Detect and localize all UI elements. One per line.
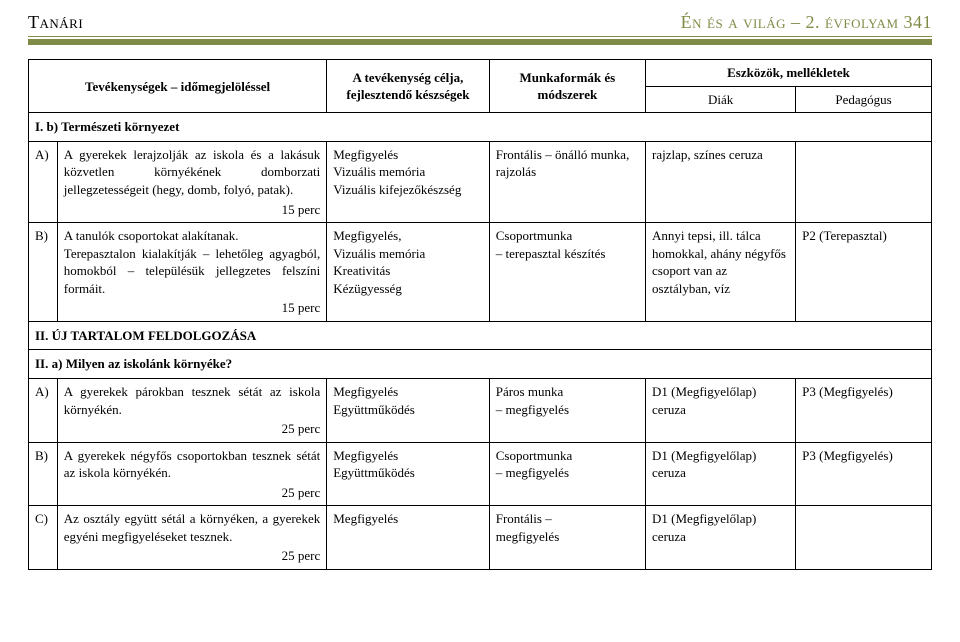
activity-cell: A gyerekek lerajzolják az iskola és a la… <box>57 141 326 222</box>
work-cell: Páros munka – megfigyelés <box>489 378 645 442</box>
col-tools: Eszközök, mellékletek <box>646 60 932 87</box>
section-title: II. ÚJ TARTALOM FELDOLGOZÁSA <box>29 321 932 350</box>
header-right: Én és a világ – 2. évfolyam 341 <box>681 10 932 34</box>
work-cell: Frontális – önálló munka, rajzolás <box>489 141 645 222</box>
activity-text: Az osztály együtt sétál a környéken, a g… <box>64 511 320 544</box>
activity-cell: A gyerekek párokban tesznek sétát az isk… <box>57 378 326 442</box>
header-left: Tanári <box>28 10 83 34</box>
row-label: A) <box>29 378 58 442</box>
activity-cell: A tanulók csoportokat alakítanak. Terepa… <box>57 223 326 322</box>
pedagogus-cell <box>796 141 932 222</box>
table-row: C) Az osztály együtt sétál a környéken, … <box>29 506 932 570</box>
col-goals: A tevékenység célja, fejlesztendő készsé… <box>327 60 489 113</box>
diak-cell: Annyi tepsi, ill. tálca homokkal, ahány … <box>646 223 796 322</box>
page-header: Tanári Én és a világ – 2. évfolyam 341 <box>0 0 960 36</box>
section-title: II. a) Milyen az iskolánk környéke? <box>29 350 932 379</box>
activity-cell: A gyerekek négyfős csoportokban tesznek … <box>57 442 326 506</box>
col-workforms: Munkaformák és módszerek <box>489 60 645 113</box>
work-cell: Csoportmunka – terepasztal készítés <box>489 223 645 322</box>
activity-text: A gyerekek lerajzolják az iskola és a la… <box>64 147 320 197</box>
goals-cell: Megfigyelés Együttműködés <box>327 378 489 442</box>
activity-text: A gyerekek négyfős csoportokban tesznek … <box>64 448 320 481</box>
lesson-plan-table: Tevékenységek – időmegjelöléssel A tevék… <box>28 59 932 570</box>
diak-cell: rajzlap, színes ceruza <box>646 141 796 222</box>
header-rules <box>0 36 960 45</box>
activity-time: 25 perc <box>64 547 320 565</box>
activity-text-b: Terepasztalon kialakítják – lehetőleg ag… <box>64 246 320 296</box>
table-row: A) A gyerekek lerajzolják az iskola és a… <box>29 141 932 222</box>
table-row: A) A gyerekek párokban tesznek sétát az … <box>29 378 932 442</box>
row-label: C) <box>29 506 58 570</box>
col-pedagogus: Pedagógus <box>796 86 932 113</box>
diak-cell: D1 (Megfigyelőlap) ceruza <box>646 506 796 570</box>
pedagogus-cell: P3 (Megfigyelés) <box>796 442 932 506</box>
pedagogus-cell <box>796 506 932 570</box>
goals-cell: Megfigyelés Együttműködés <box>327 442 489 506</box>
activity-time: 15 perc <box>64 201 320 219</box>
activity-text-a: A tanulók csoportokat alakítanak. <box>64 228 239 243</box>
activity-time: 25 perc <box>64 484 320 502</box>
page-number: 341 <box>904 12 933 32</box>
diak-cell: D1 (Megfigyelőlap) ceruza <box>646 378 796 442</box>
activity-time: 25 perc <box>64 420 320 438</box>
row-label: A) <box>29 141 58 222</box>
activity-cell: Az osztály együtt sétál a környéken, a g… <box>57 506 326 570</box>
pedagogus-cell: P2 (Terepasztal) <box>796 223 932 322</box>
section-row: II. ÚJ TARTALOM FELDOLGOZÁSA <box>29 321 932 350</box>
table-row: B) A gyerekek négyfős csoportokban teszn… <box>29 442 932 506</box>
goals-cell: Megfigyelés, Vizuális memória Kreativitá… <box>327 223 489 322</box>
row-label: B) <box>29 442 58 506</box>
section-title: I. b) Természeti környezet <box>29 113 932 142</box>
diak-cell: D1 (Megfigyelőlap) ceruza <box>646 442 796 506</box>
header-title: Én és a világ – 2. évfolyam <box>681 12 899 32</box>
table-row: B) A tanulók csoportokat alakítanak. Ter… <box>29 223 932 322</box>
activity-text: A gyerekek párokban tesznek sétát az isk… <box>64 384 320 417</box>
work-cell: Frontális – megfigyelés <box>489 506 645 570</box>
col-activities: Tevékenységek – időmegjelöléssel <box>29 60 327 113</box>
work-cell: Csoportmunka – megfigyelés <box>489 442 645 506</box>
row-label: B) <box>29 223 58 322</box>
activity-time: 15 perc <box>64 299 320 317</box>
goals-cell: Megfigyelés <box>327 506 489 570</box>
section-row: I. b) Természeti környezet <box>29 113 932 142</box>
col-diak: Diák <box>646 86 796 113</box>
pedagogus-cell: P3 (Megfigyelés) <box>796 378 932 442</box>
section-row: II. a) Milyen az iskolánk környéke? <box>29 350 932 379</box>
goals-cell: Megfigyelés Vizuális memória Vizuális ki… <box>327 141 489 222</box>
